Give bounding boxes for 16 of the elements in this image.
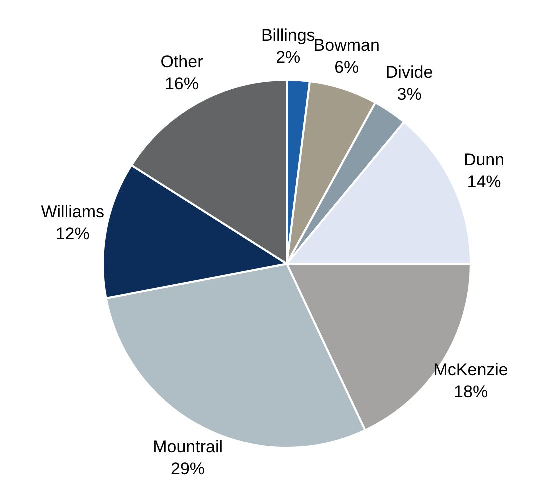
- data-label: 12%: [56, 224, 90, 244]
- data-label: 14%: [467, 172, 502, 192]
- slice-label: Divide: [386, 63, 434, 82]
- data-label: 6%: [334, 58, 360, 78]
- slice-label: Billings: [261, 26, 316, 45]
- data-label: 16%: [164, 74, 199, 94]
- slice-label: Dunn: [464, 150, 505, 170]
- data-label: 2%: [276, 48, 301, 67]
- data-label: 29%: [171, 460, 206, 479]
- slice-label: Williams: [41, 202, 104, 222]
- data-label: 18%: [454, 382, 488, 402]
- slice-label: Other: [160, 52, 204, 72]
- slice-label: Mountrail: [153, 438, 223, 457]
- slice-label: McKenzie: [434, 360, 508, 380]
- slice-label: Bowman: [314, 36, 380, 56]
- data-label: 3%: [397, 85, 422, 104]
